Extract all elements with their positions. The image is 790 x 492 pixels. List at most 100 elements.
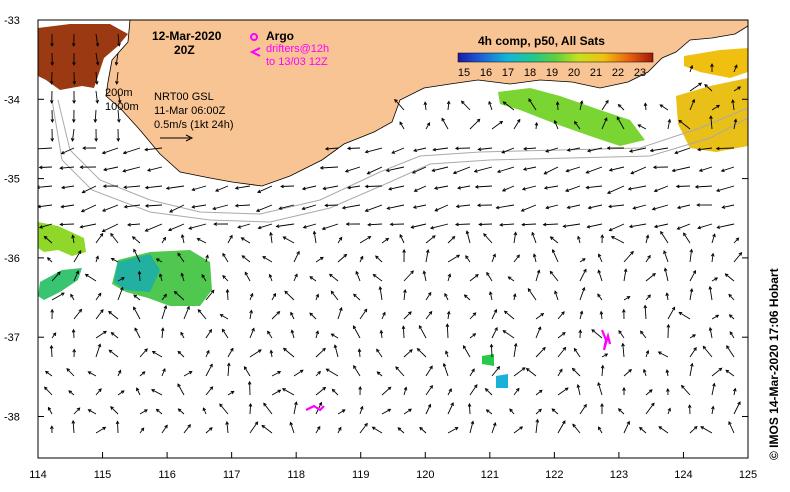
current-vector-head (72, 348, 77, 353)
drifters-to-label: to 13/03 12Z (266, 56, 328, 68)
current-vector-head (312, 230, 317, 235)
current-vector (523, 147, 537, 150)
current-vector (226, 289, 229, 301)
current-vector-head (523, 146, 527, 151)
current-vector (82, 185, 97, 194)
analysis-label: NRT00 GSL (154, 91, 214, 103)
current-vector (68, 390, 75, 396)
current-vector-head (599, 310, 604, 315)
current-vector-head (180, 233, 185, 238)
current-vector (689, 65, 693, 73)
current-vector (601, 353, 608, 358)
current-vector (535, 419, 539, 434)
current-vector (704, 84, 713, 92)
current-vector (591, 329, 603, 339)
current-vector (441, 118, 449, 130)
current-vector (205, 329, 212, 339)
current-vector-head (284, 290, 289, 295)
current-vector-head (227, 362, 231, 367)
current-vector-head (234, 203, 239, 208)
current-vector-head (141, 371, 146, 375)
current-vector (447, 273, 451, 282)
current-vector-head (441, 117, 445, 122)
current-vector-head (587, 148, 591, 153)
current-vector-head (99, 232, 104, 237)
current-vector (586, 166, 603, 174)
colorbar-tick-label: 20 (568, 67, 580, 79)
current-vector (434, 204, 449, 212)
current-vector (147, 166, 163, 172)
current-vector-head (606, 146, 611, 150)
current-vector-head (473, 169, 478, 173)
current-vector-head (628, 224, 633, 229)
current-vector (249, 421, 258, 434)
current-vector-head (708, 326, 713, 331)
current-vector-head (671, 168, 676, 173)
current-vector-head (647, 254, 651, 259)
current-vector (601, 365, 604, 377)
current-vector (293, 402, 297, 415)
current-vector (521, 204, 537, 212)
current-vector (609, 223, 625, 231)
current-vector-head (294, 401, 298, 406)
current-vector (544, 185, 559, 189)
current-vector-head (528, 98, 532, 103)
current-vector-head (697, 147, 701, 152)
current-vector-head (621, 342, 625, 347)
current-vector-head (352, 325, 357, 329)
current-vector (433, 147, 449, 151)
current-vector-head (527, 288, 532, 292)
current-vector (73, 329, 75, 339)
current-vector-head (445, 323, 450, 328)
current-vector (502, 185, 515, 192)
current-vector (728, 294, 735, 301)
current-vector-head (692, 334, 697, 338)
current-vector-head (418, 324, 423, 329)
current-vector (572, 368, 581, 377)
current-vector-head (281, 388, 286, 392)
current-vector-head (110, 406, 114, 410)
current-vector-head (460, 100, 465, 105)
current-vector-head (516, 254, 520, 259)
current-vector (444, 293, 449, 301)
lon-tick-label: 122 (545, 469, 563, 481)
current-vector-head (71, 234, 75, 239)
current-vector-head (330, 290, 335, 295)
current-vector-head (324, 146, 329, 151)
current-vector (241, 255, 251, 263)
current-vector (220, 314, 229, 320)
current-vector-head (255, 208, 260, 213)
current-vector-head (296, 250, 300, 255)
current-vector-head (60, 204, 65, 209)
current-vector (70, 294, 75, 301)
current-vector (567, 204, 581, 209)
current-vector-head (319, 166, 324, 170)
current-vector (725, 369, 735, 377)
current-vector-head (402, 248, 406, 253)
current-vector-head (289, 421, 294, 426)
current-vector (323, 185, 339, 190)
map-date: 12-Mar-2020 (152, 29, 222, 43)
current-vector (711, 253, 714, 263)
current-vector-head (499, 120, 504, 125)
current-vector (227, 348, 234, 358)
current-vector (95, 388, 102, 396)
current-vector (699, 166, 713, 172)
current-vector-head (196, 238, 201, 242)
current-vector (432, 166, 449, 172)
current-vector (205, 255, 209, 263)
current-vector-head (249, 292, 254, 297)
current-vector-head (429, 365, 433, 370)
current-vector-head (68, 390, 73, 394)
current-vector-head (597, 382, 601, 386)
current-vector-head (697, 225, 702, 230)
current-vector (491, 309, 497, 320)
current-vector-head (454, 146, 459, 151)
current-vector (359, 406, 363, 415)
current-vector (666, 293, 669, 301)
current-vector-head (502, 330, 507, 334)
current-vector (166, 185, 185, 189)
current-vector-head (180, 272, 185, 277)
current-vector (522, 185, 537, 190)
current-vector (658, 426, 669, 434)
